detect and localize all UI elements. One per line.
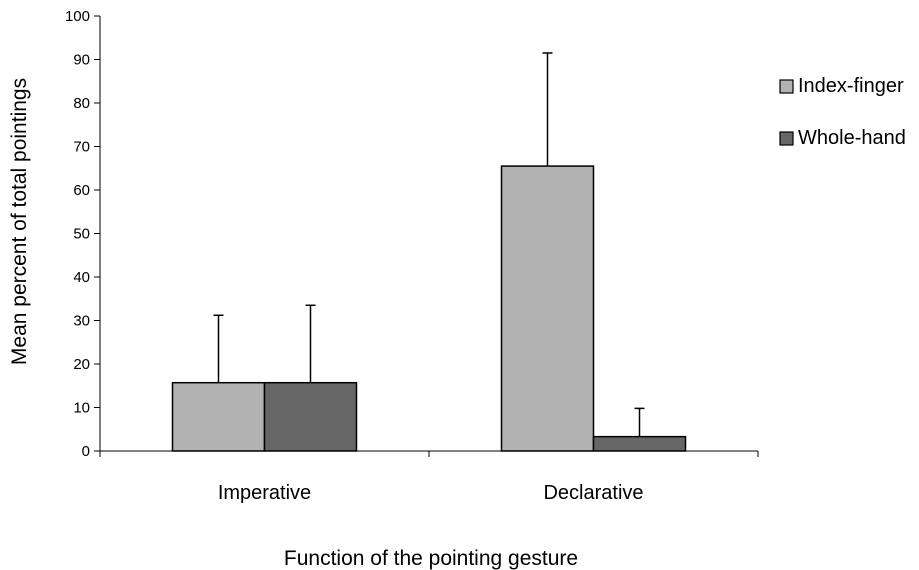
legend-swatch-whole-hand <box>779 131 794 146</box>
y-tick-label: 80 <box>73 95 90 112</box>
y-tick-label: 90 <box>73 52 90 69</box>
category-labels: Imperative Declarative <box>218 482 644 504</box>
y-tick-label: 50 <box>73 226 90 243</box>
y-axis-title: Mean percent of total pointings <box>8 78 31 365</box>
y-tick-label: 70 <box>73 139 90 156</box>
y-tick-label: 100 <box>65 8 90 25</box>
bar-index-finger-imperative <box>171 381 266 452</box>
y-tick-label: 10 <box>73 400 90 417</box>
legend: Index-finger Whole-hand <box>779 75 906 149</box>
error-bars <box>213 52 645 437</box>
bar-whole-hand-imperative <box>263 381 358 452</box>
y-tick-label: 30 <box>73 313 90 330</box>
y-ticks: 0 10 20 30 40 50 60 70 80 90 100 <box>65 8 100 460</box>
y-tick-label: 0 <box>82 443 90 460</box>
legend-swatch-index-finger <box>779 79 794 94</box>
x-axis-title: Function of the pointing gesture <box>284 547 578 570</box>
y-tick-label: 40 <box>73 269 90 286</box>
legend-label-index-finger: Index-finger <box>798 75 904 97</box>
bar-index-finger-declarative <box>500 165 595 452</box>
category-label-declarative: Declarative <box>543 482 643 504</box>
y-tick-label: 20 <box>73 356 90 373</box>
x-ticks <box>99 451 759 457</box>
category-label-imperative: Imperative <box>218 482 311 504</box>
bars <box>171 165 687 452</box>
legend-label-whole-hand: Whole-hand <box>798 127 906 149</box>
bar-whole-hand-declarative <box>592 435 687 452</box>
y-tick-label: 60 <box>73 182 90 199</box>
